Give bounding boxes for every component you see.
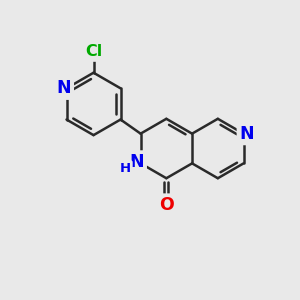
Text: Cl: Cl [85,44,102,59]
Text: O: O [159,196,174,214]
Text: N: N [130,153,144,171]
Text: H: H [120,162,131,175]
Text: N: N [239,125,254,143]
Text: N: N [57,79,71,97]
